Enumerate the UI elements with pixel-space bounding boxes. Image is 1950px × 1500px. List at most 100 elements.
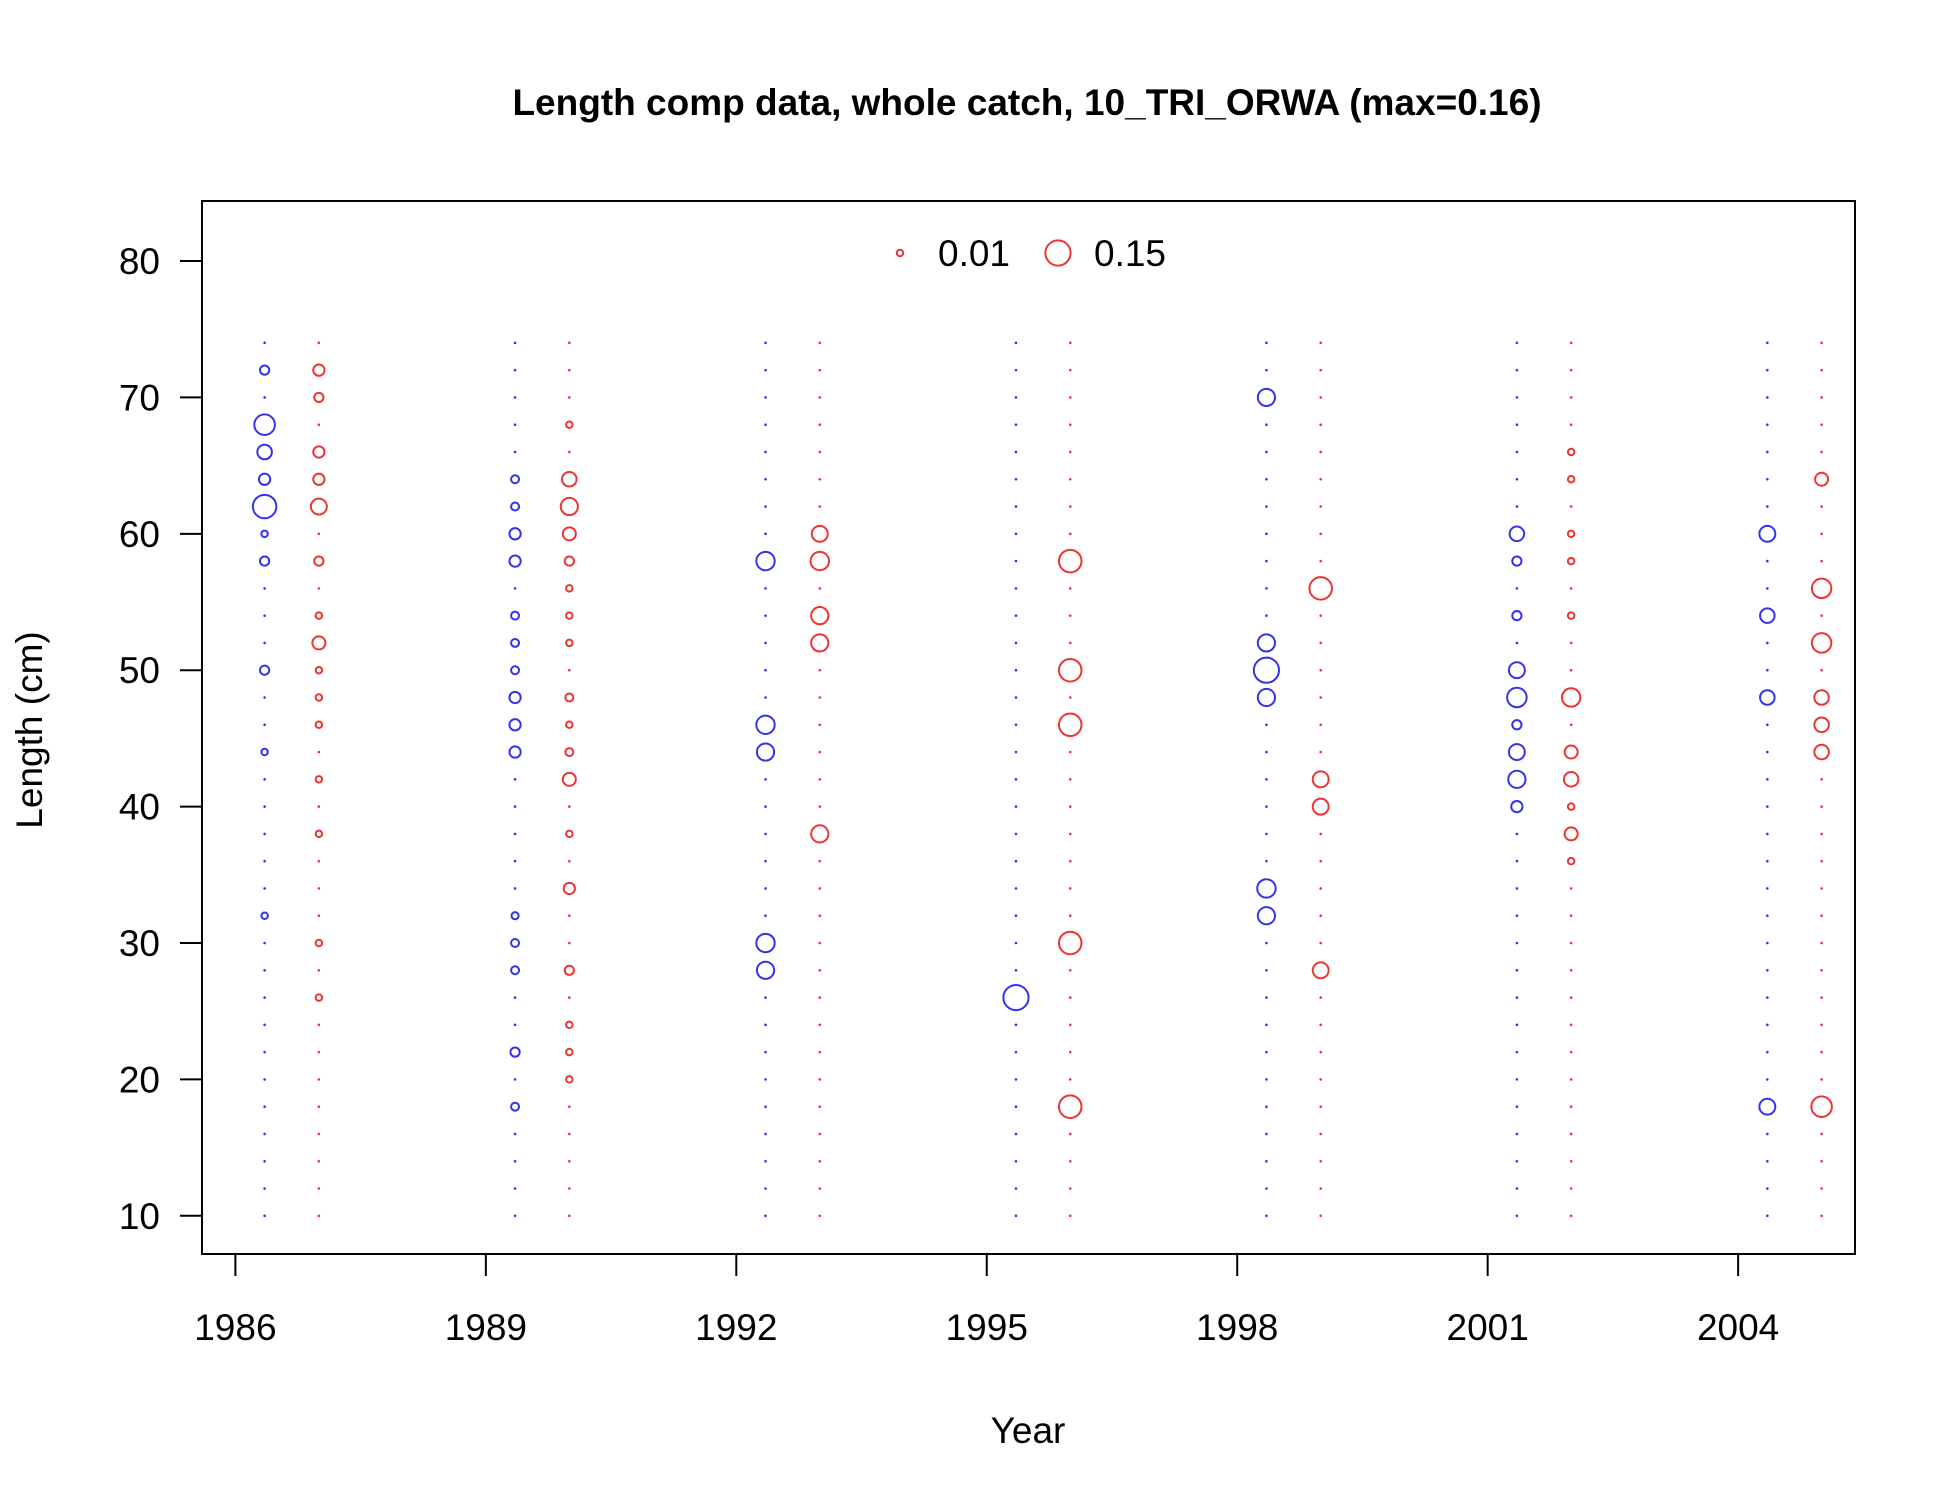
male-zero-point bbox=[1068, 832, 1072, 836]
male-zero-point bbox=[1319, 941, 1322, 945]
female-bubble bbox=[1758, 524, 1777, 543]
male-bubble bbox=[561, 470, 578, 488]
female-zero-point bbox=[1265, 1132, 1268, 1136]
female-zero-point bbox=[764, 1023, 767, 1027]
male-bubble bbox=[561, 771, 577, 787]
male-zero-point bbox=[1319, 996, 1322, 999]
male-zero-point bbox=[1820, 532, 1823, 536]
female-zero-point bbox=[1766, 1159, 1769, 1163]
male-zero-point bbox=[818, 1132, 822, 1136]
female-zero-point bbox=[1265, 368, 1268, 372]
male-zero-point bbox=[1820, 423, 1823, 426]
female-zero-point bbox=[263, 805, 266, 808]
male-zero-point bbox=[1068, 887, 1072, 890]
male-bubble bbox=[565, 638, 574, 648]
female-zero-point bbox=[1265, 996, 1268, 999]
male-bubble bbox=[810, 606, 830, 626]
female-zero-point bbox=[1014, 477, 1018, 481]
female-zero-point bbox=[1515, 832, 1519, 836]
female-zero-point bbox=[1515, 996, 1519, 999]
female-bubble bbox=[508, 527, 522, 541]
male-zero-point bbox=[1569, 723, 1573, 727]
female-zero-point bbox=[263, 1023, 266, 1027]
male-zero-point bbox=[1068, 505, 1072, 508]
male-zero-point bbox=[1068, 614, 1072, 617]
female-zero-point bbox=[1766, 914, 1769, 918]
female-zero-point bbox=[263, 941, 266, 945]
male-zero-point bbox=[568, 450, 571, 454]
female-zero-point bbox=[1014, 505, 1018, 508]
male-bubble bbox=[1566, 856, 1576, 866]
male-zero-point bbox=[1319, 423, 1322, 426]
female-zero-point bbox=[1014, 887, 1018, 890]
male-bubble bbox=[810, 824, 830, 844]
female-zero-point bbox=[1265, 450, 1268, 454]
male-zero-point bbox=[1569, 668, 1573, 672]
male-bubble bbox=[314, 611, 324, 620]
male-bubble bbox=[565, 611, 574, 620]
male-bubble bbox=[1057, 930, 1083, 956]
male-bubble bbox=[1566, 447, 1576, 457]
female-zero-point bbox=[1265, 805, 1268, 808]
female-zero-point bbox=[764, 832, 767, 836]
female-zero-point bbox=[764, 696, 767, 699]
female-zero-point bbox=[263, 1187, 266, 1190]
male-zero-point bbox=[1569, 941, 1573, 945]
female-zero-point bbox=[1766, 723, 1769, 727]
male-zero-point bbox=[818, 1023, 822, 1027]
female-zero-point bbox=[513, 1214, 517, 1218]
male-zero-point bbox=[1319, 532, 1322, 536]
female-zero-point bbox=[263, 396, 266, 399]
male-bubble bbox=[309, 497, 328, 516]
male-bubble bbox=[1810, 632, 1833, 654]
male-zero-point bbox=[317, 587, 321, 590]
female-bubble bbox=[1759, 689, 1776, 706]
male-zero-point bbox=[1569, 396, 1573, 399]
y-axis-label: Length (cm) bbox=[9, 631, 50, 828]
female-zero-point bbox=[513, 587, 517, 590]
male-zero-point bbox=[1068, 1187, 1072, 1190]
male-zero-point bbox=[568, 396, 571, 399]
female-zero-point bbox=[1014, 450, 1018, 454]
female-bubble bbox=[755, 960, 776, 980]
male-zero-point bbox=[1569, 1132, 1573, 1136]
female-zero-point bbox=[1515, 477, 1519, 481]
male-bubble bbox=[312, 445, 326, 459]
female-bubble bbox=[755, 714, 776, 735]
male-zero-point bbox=[1569, 1023, 1573, 1027]
male-zero-point bbox=[818, 1105, 822, 1108]
female-zero-point bbox=[1515, 587, 1519, 590]
male-zero-point bbox=[1068, 450, 1072, 454]
female-zero-point bbox=[263, 641, 266, 645]
female-zero-point bbox=[513, 1023, 517, 1027]
male-zero-point bbox=[1569, 1214, 1573, 1218]
male-zero-point bbox=[1319, 1078, 1322, 1081]
male-zero-point bbox=[1068, 1214, 1072, 1218]
male-zero-point bbox=[1319, 559, 1322, 563]
female-zero-point bbox=[1265, 941, 1268, 945]
female-zero-point bbox=[513, 832, 517, 836]
male-bubble bbox=[564, 747, 575, 758]
male-zero-point bbox=[1068, 1023, 1072, 1027]
female-zero-point bbox=[764, 1214, 767, 1218]
male-zero-point bbox=[818, 423, 822, 426]
y-tick-label: 70 bbox=[119, 377, 160, 418]
female-zero-point bbox=[1265, 505, 1268, 508]
male-zero-point bbox=[1820, 1187, 1823, 1190]
male-zero-point bbox=[317, 805, 321, 808]
female-bubble bbox=[755, 550, 776, 572]
female-zero-point bbox=[1515, 505, 1519, 508]
male-zero-point bbox=[818, 477, 822, 481]
female-bubble bbox=[508, 718, 522, 732]
male-bubble bbox=[314, 938, 324, 948]
female-bubble bbox=[755, 742, 776, 762]
male-zero-point bbox=[317, 1023, 321, 1027]
female-zero-point bbox=[1265, 968, 1268, 972]
male-zero-point bbox=[1319, 914, 1322, 918]
male-zero-point bbox=[317, 423, 321, 426]
female-zero-point bbox=[1014, 968, 1018, 972]
female-zero-point bbox=[263, 1159, 266, 1163]
female-zero-point bbox=[263, 696, 266, 699]
male-zero-point bbox=[568, 368, 571, 372]
female-zero-point bbox=[764, 587, 767, 590]
